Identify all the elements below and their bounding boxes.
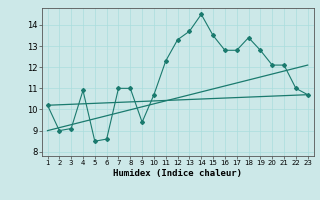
X-axis label: Humidex (Indice chaleur): Humidex (Indice chaleur): [113, 169, 242, 178]
